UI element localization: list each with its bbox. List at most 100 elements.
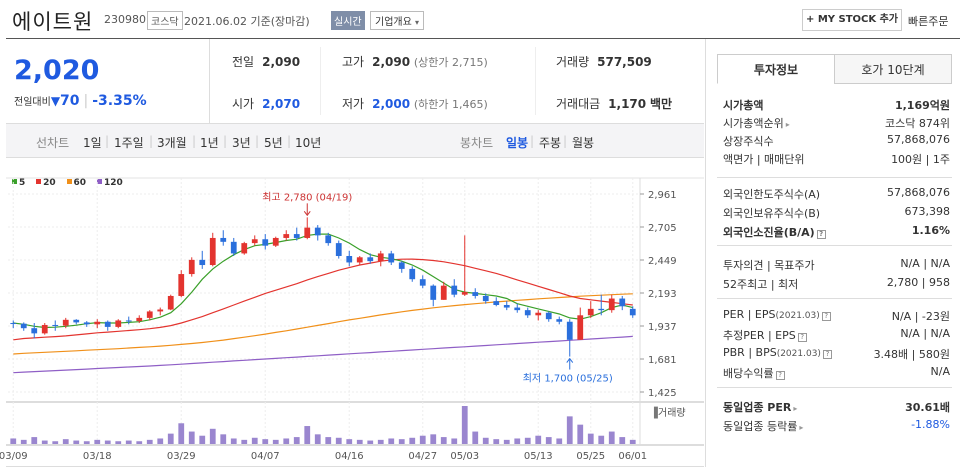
candle-body xyxy=(283,234,290,238)
volume-bar xyxy=(136,441,143,444)
candle-weekly[interactable]: 주봉 xyxy=(539,136,562,150)
info-row: PER | EPS(2021.03)? N/A | -23원 xyxy=(717,306,952,324)
amount-label: 거래대금 xyxy=(556,97,601,111)
pbr-date: (2021.03) xyxy=(776,349,821,359)
candle-daily[interactable]: 일봉 xyxy=(506,136,529,150)
candle-body xyxy=(451,285,458,295)
tab-order-book[interactable]: 호가 10단계 xyxy=(834,54,952,84)
candle-body xyxy=(304,227,311,238)
quote-divider xyxy=(320,47,321,115)
candlestick-chart[interactable]: 2,961 2,705 2,449 2,193 1,937 1,681 1,425 03/09… xyxy=(0,158,705,467)
volume-bar xyxy=(293,437,300,444)
candle-monthly[interactable]: 월봉 xyxy=(572,136,595,150)
market-cap-rank-label[interactable]: 시가총액순위 ▸ xyxy=(723,115,790,131)
volume-bar xyxy=(178,423,185,444)
tab-investment-info[interactable]: 투자정보 xyxy=(717,54,835,84)
realtime-button[interactable]: 실시간 xyxy=(331,11,365,30)
low-label: 저가 xyxy=(342,97,365,111)
volume-bar xyxy=(73,440,80,444)
company-info-dropdown[interactable]: 기업개요 ▾ xyxy=(370,11,425,30)
high-label: 고가 xyxy=(342,55,365,69)
market-cap-label: 시가총액 xyxy=(723,99,764,112)
help-icon[interactable]: ? xyxy=(775,371,785,380)
candle-body xyxy=(209,237,216,266)
x-tick-label: 05/25 xyxy=(576,451,605,462)
per-label: PER | EPS(2021.03)? xyxy=(723,308,831,321)
candle-body xyxy=(377,253,384,262)
volume-bar xyxy=(41,440,48,444)
candle-body xyxy=(629,308,636,316)
low: 저가 2,000 (하한가 1,465) xyxy=(342,95,488,112)
industry-per-label[interactable]: 동일업종 PER ▸ xyxy=(723,399,797,415)
info-row: 동일업종 등락률 ▸ -1.88% xyxy=(717,416,952,434)
x-tick-label: 03/18 xyxy=(83,451,112,462)
info-row: 52주최고 | 최저 2,780 | 958 xyxy=(717,274,952,292)
foreign-rate-value: 1.16% xyxy=(911,224,950,237)
volume-bar xyxy=(514,438,521,444)
per-text: PER | EPS xyxy=(723,308,776,321)
volume-bar xyxy=(220,434,227,444)
x-tick-label: 04/27 xyxy=(408,451,437,462)
candle-body xyxy=(83,322,90,325)
candle-body xyxy=(230,241,237,254)
period-1d[interactable]: 1일 xyxy=(83,136,102,150)
volume-bar xyxy=(335,437,342,444)
period-3m[interactable]: 3개월 xyxy=(157,136,187,150)
company-info-label: 기업개요 xyxy=(375,17,412,28)
my-stock-add-button[interactable]: + MY STOCK 추가 xyxy=(802,9,902,31)
volume-bar xyxy=(461,406,468,444)
industry-rate-label[interactable]: 동일업종 등락률 ▸ xyxy=(723,418,803,434)
amount-value: 1,170 xyxy=(608,97,647,111)
market-badge: 코스닥 xyxy=(147,11,183,30)
candle-body xyxy=(346,256,353,263)
amount-unit: 백만 xyxy=(649,97,673,111)
period-3y[interactable]: 3년 xyxy=(232,136,251,150)
info-tabs: 투자정보 호가 10단계 xyxy=(717,54,952,84)
candle-body xyxy=(31,328,38,334)
change-separator: | xyxy=(83,93,89,109)
volume-bar xyxy=(430,434,437,444)
x-tick-label: 03/09 xyxy=(0,451,28,462)
period-5y[interactable]: 5년 xyxy=(264,136,283,150)
candle-body xyxy=(136,317,143,322)
volume-bar xyxy=(251,437,258,444)
volume-bar xyxy=(209,428,216,444)
candle-body xyxy=(587,308,594,316)
help-icon[interactable]: ? xyxy=(797,333,807,342)
line-chart-label[interactable]: 선차트 xyxy=(36,136,70,150)
toolbar-divider: | xyxy=(223,134,228,148)
volume-bar xyxy=(31,437,38,444)
quick-order-link[interactable]: 빠른주문 xyxy=(908,15,949,28)
volume-bar xyxy=(199,435,206,444)
candle-body xyxy=(566,321,573,340)
period-1w[interactable]: 1주일 xyxy=(114,136,144,150)
volume-bar xyxy=(619,437,626,444)
volume-bar xyxy=(157,438,164,444)
volume-bar xyxy=(629,439,636,444)
legend-swatch xyxy=(96,179,102,184)
y-tick-label: 2,961 xyxy=(648,190,677,201)
candle-body xyxy=(545,312,552,320)
arrow-right-icon: ▸ xyxy=(793,404,798,413)
per-value: N/A | -23원 xyxy=(891,310,950,323)
volume-bar xyxy=(104,440,111,444)
candle-chart-label[interactable]: 봉차트 xyxy=(460,136,494,150)
candle-body xyxy=(262,239,269,246)
period-1y[interactable]: 1년 xyxy=(200,136,219,150)
chevron-down-icon: ▾ xyxy=(415,18,420,27)
chart-toolbar: 선차트 1일 | 1주일 | 3개월 | 1년 | 3년 | 5년 | 10년 … xyxy=(6,124,704,158)
help-icon[interactable]: ? xyxy=(822,350,832,359)
prev-close-value: 2,090 xyxy=(262,55,301,69)
period-10y[interactable]: 10년 xyxy=(295,136,322,150)
candle-body xyxy=(146,311,153,318)
legend-ma120: 120 xyxy=(96,178,123,188)
y-tick-label: 1,681 xyxy=(648,355,677,366)
candle-body xyxy=(409,268,416,280)
section-divider xyxy=(6,123,704,124)
help-icon[interactable]: ? xyxy=(816,230,826,239)
volume-bar xyxy=(556,438,563,444)
volume-bar xyxy=(356,439,363,444)
candle-body xyxy=(577,315,584,340)
legend-swatch xyxy=(36,179,42,184)
help-icon[interactable]: ? xyxy=(821,312,831,321)
